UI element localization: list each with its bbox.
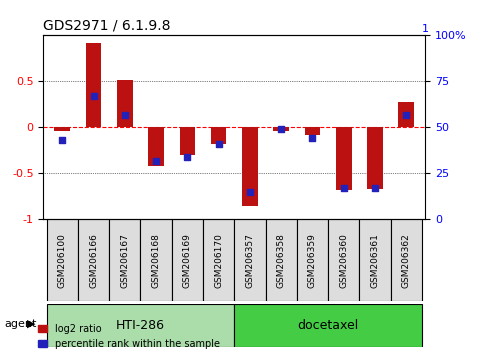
- FancyBboxPatch shape: [141, 219, 171, 301]
- Point: [371, 185, 379, 191]
- Bar: [336, 127, 352, 190]
- Text: HTI-286: HTI-286: [116, 319, 165, 332]
- Text: ▶: ▶: [27, 319, 35, 329]
- Bar: [367, 127, 383, 189]
- Point: [309, 136, 316, 141]
- Text: 1: 1: [422, 24, 428, 34]
- Text: agent: agent: [5, 319, 37, 329]
- FancyBboxPatch shape: [109, 219, 141, 301]
- Text: GSM206170: GSM206170: [214, 233, 223, 288]
- Text: GSM206358: GSM206358: [277, 233, 285, 288]
- Point: [277, 126, 285, 132]
- FancyBboxPatch shape: [234, 219, 266, 301]
- Bar: [85, 43, 101, 127]
- Text: GSM206361: GSM206361: [370, 233, 380, 288]
- Bar: [117, 80, 133, 127]
- Text: GSM206359: GSM206359: [308, 233, 317, 288]
- Point: [402, 112, 410, 118]
- Text: GSM206169: GSM206169: [183, 233, 192, 288]
- FancyBboxPatch shape: [297, 219, 328, 301]
- Bar: [180, 127, 195, 155]
- Text: docetaxel: docetaxel: [298, 319, 359, 332]
- FancyBboxPatch shape: [328, 219, 359, 301]
- FancyBboxPatch shape: [234, 304, 422, 347]
- FancyBboxPatch shape: [203, 219, 234, 301]
- FancyBboxPatch shape: [391, 219, 422, 301]
- Point: [121, 112, 128, 118]
- FancyBboxPatch shape: [171, 219, 203, 301]
- Bar: [55, 127, 70, 131]
- Point: [58, 137, 66, 143]
- Point: [184, 154, 191, 160]
- Bar: [273, 127, 289, 131]
- Text: GSM206360: GSM206360: [339, 233, 348, 288]
- Bar: [398, 102, 414, 127]
- Point: [152, 158, 160, 164]
- FancyBboxPatch shape: [46, 304, 234, 347]
- Bar: [148, 127, 164, 166]
- Text: GSM206100: GSM206100: [58, 233, 67, 288]
- Text: GSM206166: GSM206166: [89, 233, 98, 288]
- Text: GDS2971 / 6.1.9.8: GDS2971 / 6.1.9.8: [43, 19, 171, 33]
- Bar: [242, 127, 258, 206]
- FancyBboxPatch shape: [78, 219, 109, 301]
- Text: GSM206362: GSM206362: [402, 233, 411, 287]
- Point: [246, 189, 254, 195]
- FancyBboxPatch shape: [46, 219, 78, 301]
- Text: GSM206167: GSM206167: [120, 233, 129, 288]
- Bar: [305, 127, 320, 135]
- FancyBboxPatch shape: [266, 219, 297, 301]
- Text: GSM206357: GSM206357: [245, 233, 255, 288]
- FancyBboxPatch shape: [359, 219, 391, 301]
- Point: [90, 93, 98, 99]
- Bar: [211, 127, 227, 144]
- Text: GSM206168: GSM206168: [152, 233, 160, 288]
- Point: [340, 185, 348, 191]
- Point: [215, 141, 223, 147]
- Legend: log2 ratio, percentile rank within the sample: log2 ratio, percentile rank within the s…: [34, 320, 224, 353]
